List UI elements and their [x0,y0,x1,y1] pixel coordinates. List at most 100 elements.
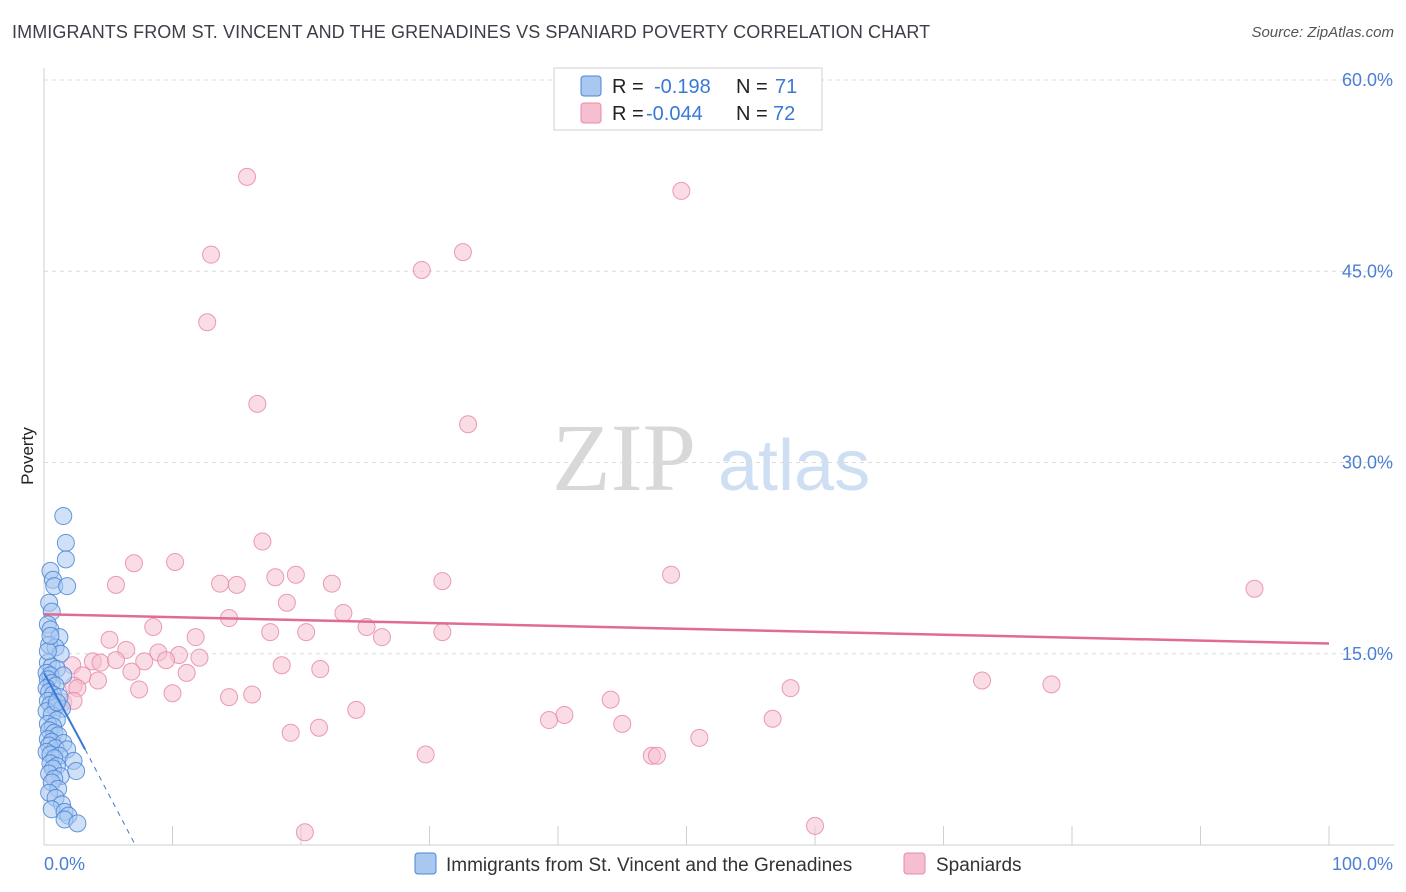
legend-r-label-blue: R = [612,76,644,98]
legend-r-value-blue: -0.198 [654,76,711,98]
x-tick-label-min: 0.0% [44,854,85,874]
pink-point [763,709,782,728]
source-label: Source: ZipAtlas.com [1251,24,1394,41]
legend-swatch-pink [580,102,602,124]
legend-n-value-pink: 72 [773,103,795,125]
pink-point [690,728,709,747]
trend-line-pink [43,612,1330,645]
pink-point [781,679,800,698]
blue-point [68,814,87,833]
pink-point [198,313,217,332]
pink-point [186,628,205,647]
y-tick-label: 60.0% [1342,70,1393,90]
series-legend-label-pink: Spaniards [936,855,1022,876]
pink-point [311,660,330,679]
x-ticks [172,826,1330,845]
blue-point [38,642,57,661]
pink-point [295,823,314,842]
pink-point [601,690,620,709]
trend-line-blue [43,672,87,750]
pink-point [297,623,316,642]
pink-point [309,718,328,737]
pink-point [190,648,209,667]
pink-point [106,651,125,670]
trend-lines [43,612,1330,843]
pink-point [540,711,559,730]
pink-point [806,816,824,835]
pink-point [144,617,163,636]
x-tick-label-max: 100.0% [1332,854,1393,874]
series-legend-swatch-blue [414,852,437,875]
stats-legend: R = -0.198 N = 71 R = -0.044 N = 72 [553,67,823,131]
pink-point [130,680,149,699]
pink-point [277,593,296,612]
pink-point [166,552,185,571]
pink-point [453,243,472,262]
legend-n-label-blue: N = [736,76,768,98]
blue-point [67,762,86,781]
watermark-atlas: atlas [718,426,870,506]
legend-r-label-pink: R = [612,103,644,125]
gridlines [44,79,1394,655]
pink-point [122,662,141,681]
pink-point [412,260,431,279]
pink-point [124,554,143,573]
blue-point [58,577,77,596]
y-tick-label: 30.0% [1342,453,1393,473]
pink-point [347,700,366,719]
pink-point [253,532,272,551]
watermark-zip: ZIP [552,404,696,511]
pink-point [416,745,435,764]
pink-point [662,565,681,584]
data-points [37,167,1264,842]
pink-point [433,572,452,591]
pink-point [238,167,257,186]
legend-n-value-blue: 71 [775,76,797,98]
pink-point [202,245,221,264]
blue-point [54,507,73,526]
pink-point [100,630,119,649]
pink-point [248,394,267,413]
series-legend-label-blue: Immigrants from St. Vincent and the Gren… [446,855,852,876]
pink-point [135,652,154,671]
pink-point [613,714,632,733]
series-legend-swatch-pink [903,852,926,875]
pink-point [334,603,353,622]
y-tick-labels: 15.0% 30.0% 45.0% 60.0% [1342,70,1393,664]
y-tick-label: 15.0% [1342,644,1393,664]
blue-point [56,550,75,569]
chart-title: IMMIGRANTS FROM ST. VINCENT AND THE GREN… [12,22,931,42]
pink-point [227,575,246,594]
pink-point [91,653,110,672]
y-tick-label: 45.0% [1342,261,1393,281]
pink-point [106,575,125,594]
pink-point [647,746,666,765]
pink-point [177,663,196,682]
legend-swatch-blue [580,75,602,97]
pink-point [157,651,176,670]
pink-point [281,723,300,742]
pink-point [372,628,391,647]
pink-point [973,671,992,690]
pink-point [272,656,291,675]
pink-point [672,181,691,200]
pink-point [433,623,452,642]
pink-point [261,623,280,642]
pink-point [322,574,341,593]
series-legend: Immigrants from St. Vincent and the Gren… [414,852,1022,876]
blue-point [56,533,75,552]
pink-point [266,568,285,587]
blue-point [41,626,60,645]
pink-point [88,671,107,690]
pink-point [220,688,239,707]
pink-point [555,705,574,724]
trend-line-blue-extension [84,749,135,843]
pink-point [211,574,230,593]
legend-r-value-pink: -0.044 [646,103,703,125]
pink-point [1042,675,1061,694]
pink-point [243,685,262,704]
y-axis-label: Poverty [18,427,37,485]
pink-point [163,684,182,703]
pink-point [286,565,305,584]
